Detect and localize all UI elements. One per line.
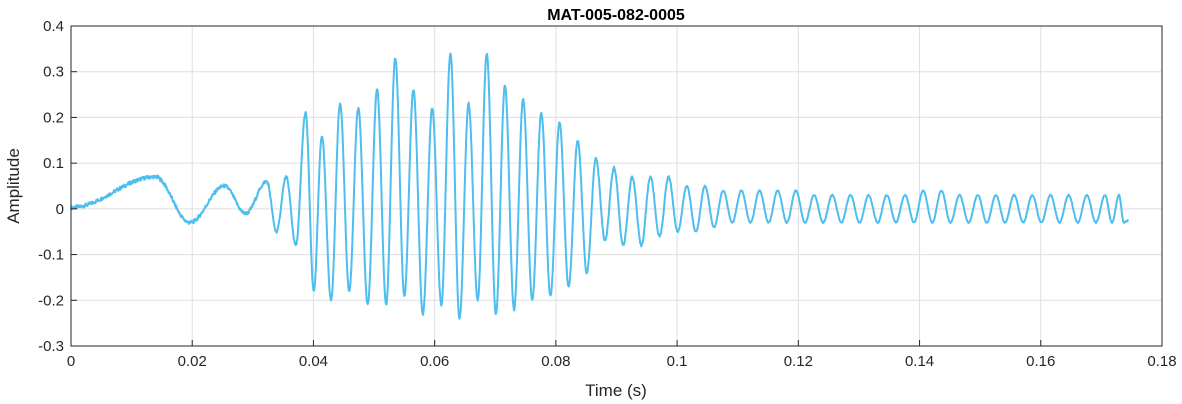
y-tick-label: 0.1 (43, 155, 64, 172)
x-tick-label: 0.14 (905, 353, 934, 370)
y-tick-label: -0.2 (38, 292, 64, 309)
x-tick-label: 0.04 (299, 353, 328, 370)
y-tick-label: 0.3 (43, 64, 64, 81)
y-axis: -0.3 -0.2 -0.1 0 0.1 0.2 0.3 0.4 (38, 18, 77, 355)
y-tick-label: -0.1 (38, 247, 64, 264)
signal-line (70, 52, 1130, 320)
x-axis-label: Time (s) (585, 381, 647, 400)
x-tick-label: 0.06 (420, 353, 449, 370)
x-tick-label: 0 (67, 353, 75, 370)
y-tick-label: 0.2 (43, 109, 64, 126)
x-axis: 0 0.02 0.04 0.06 0.08 0.1 0.12 0.14 0.16 0.18 (67, 340, 1177, 370)
x-tick-label: 0.12 (784, 353, 813, 370)
x-tick-label: 0.02 (178, 353, 207, 370)
plot-frame (70, 25, 1163, 347)
x-tick-label: 0.18 (1147, 353, 1176, 370)
y-axis-label: Amplitude (4, 148, 23, 224)
chart-title: MAT-005-082-0005 (547, 7, 685, 24)
y-tick-label: 0 (56, 201, 64, 218)
y-tick-label: -0.3 (38, 338, 64, 355)
y-tick-label: 0.4 (43, 18, 64, 35)
x-tick-label: 0.08 (541, 353, 570, 370)
x-tick-label: 0.1 (667, 353, 688, 370)
x-tick-label: 0.16 (1026, 353, 1055, 370)
